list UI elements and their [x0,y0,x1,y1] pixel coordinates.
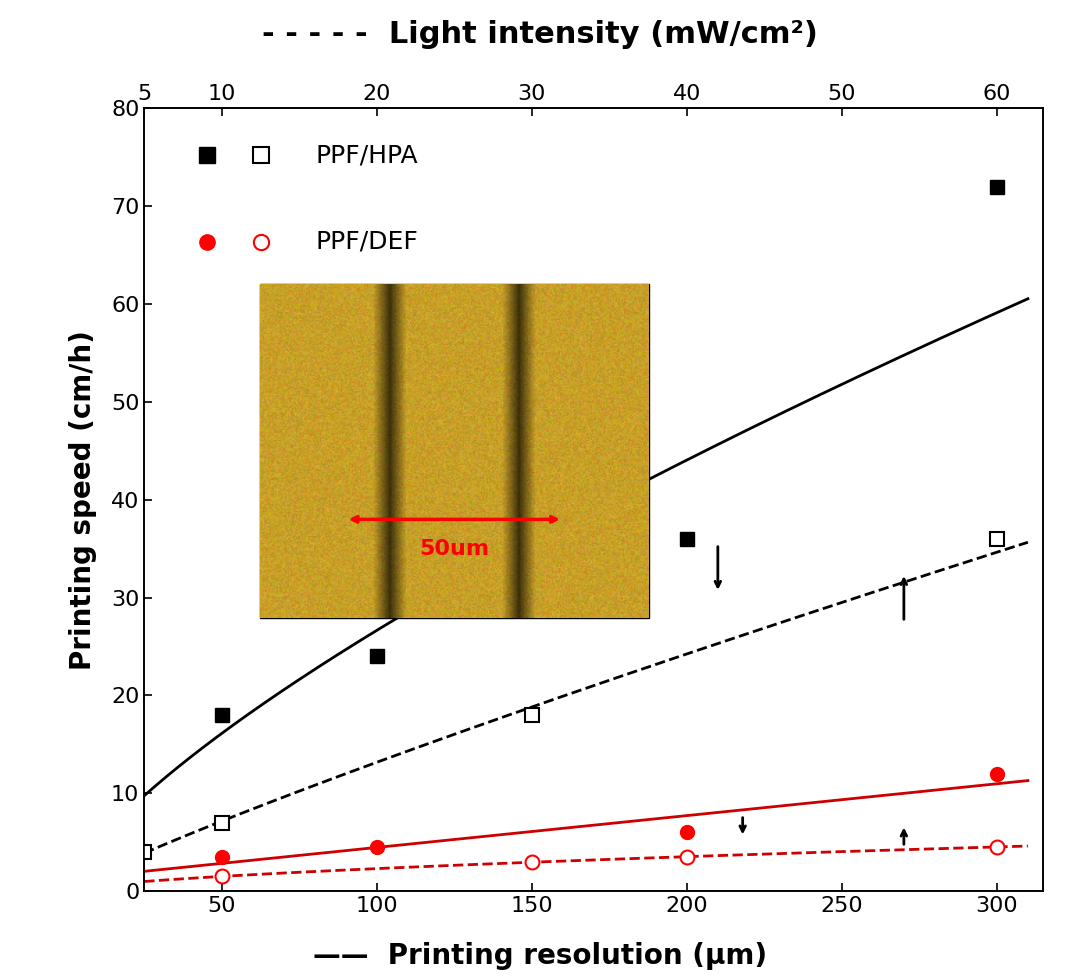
Text: - - - - -  Light intensity (mW/cm²): - - - - - Light intensity (mW/cm²) [262,20,818,49]
Y-axis label: Printing speed (cm/h): Printing speed (cm/h) [69,330,97,669]
Text: ——  Printing resolution (μm): —— Printing resolution (μm) [313,942,767,969]
Text: PPF/HPA: PPF/HPA [315,143,418,168]
Text: 50um: 50um [419,539,489,559]
Text: PPF/DEF: PPF/DEF [315,229,418,254]
